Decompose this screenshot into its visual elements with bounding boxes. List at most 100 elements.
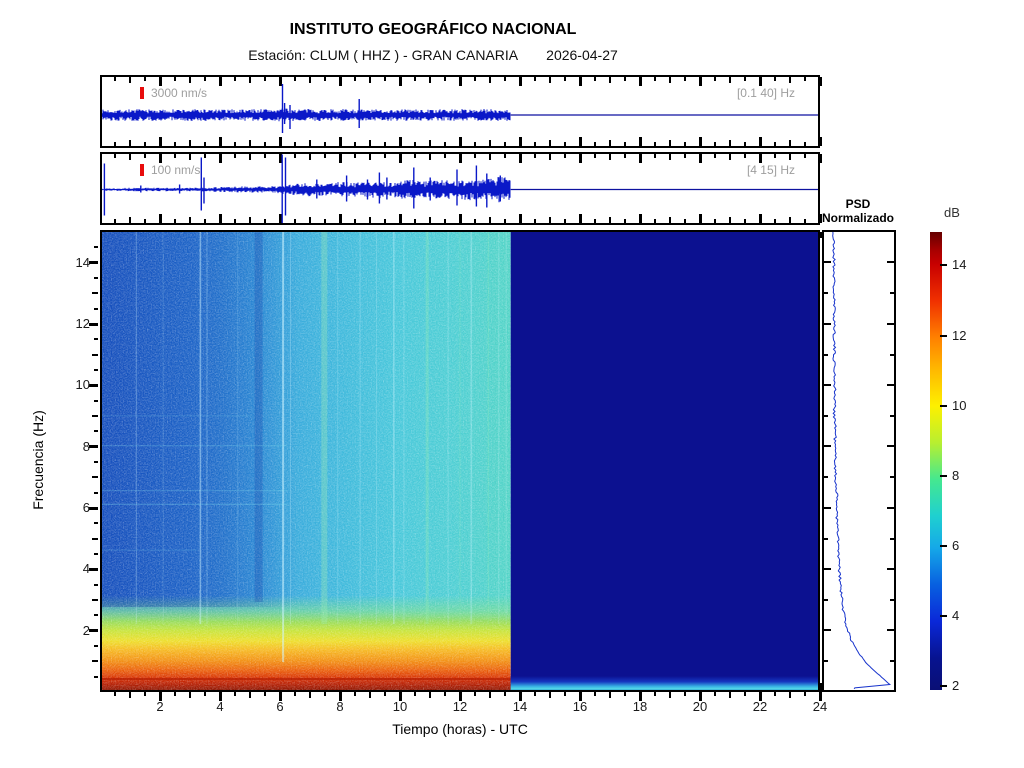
colorbar-tick-label: 12 [952,327,967,343]
axis-tick [744,688,746,696]
axis-tick [940,615,947,618]
axis-tick [189,77,191,83]
axis-tick [94,491,98,494]
filtered-filter-band-label: [4 15] Hz [746,163,795,177]
axis-tick [429,140,431,146]
axis-tick [564,154,566,158]
axis-tick [654,142,656,146]
axis-tick [89,567,98,571]
axis-tick [534,154,536,158]
axis-tick [94,307,98,310]
axis-tick [158,154,162,163]
axis-tick [384,688,386,696]
axis-tick [458,154,462,163]
axis-tick [218,137,222,146]
axis-tick [129,140,131,146]
axis-tick [309,686,311,698]
axis-tick [129,686,131,698]
axis-tick [940,474,947,477]
x-tick-label: 20 [692,699,708,714]
axis-tick [609,154,611,160]
axis-tick [144,219,146,223]
axis-tick [804,142,806,146]
axis-tick [638,137,642,146]
axis-tick [824,629,831,632]
axis-tick [887,261,894,264]
axis-tick [249,77,251,83]
axis-tick [384,219,386,223]
x-tick-label: 6 [276,699,284,714]
axis-tick [684,77,686,81]
axis-tick [158,683,162,701]
axis-tick [890,599,894,601]
axis-tick [458,137,462,146]
axis-tick [414,142,416,146]
axis-tick [890,537,894,540]
station-subtitle: Estación: CLUM ( HHZ ) - GRAN CANARIA 202… [100,47,766,63]
axis-tick [94,399,98,402]
axis-tick [218,214,222,223]
axis-tick [369,77,371,83]
axis-tick [429,686,431,698]
axis-tick [887,629,894,632]
axis-tick [92,292,98,295]
axis-tick [324,142,326,146]
axis-tick [144,142,146,146]
axis-tick [940,685,947,688]
axis-tick [249,140,251,146]
axis-tick [789,217,791,223]
axis-tick [804,219,806,223]
axis-tick [714,688,716,696]
axis-tick [189,140,191,146]
axis-tick [714,154,716,158]
axis-tick [189,154,191,160]
axis-tick [594,688,596,696]
axis-tick [624,142,626,146]
axis-tick [204,77,206,81]
axis-tick [414,219,416,223]
axis-tick [504,688,506,696]
axis-tick [458,77,462,86]
axis-tick [234,688,236,696]
colorbar-tick-label: 4 [952,608,960,624]
axis-tick [824,567,831,570]
axis-tick [824,660,828,663]
axis-tick [158,214,162,223]
axis-tick [638,214,642,223]
axis-tick [824,261,831,264]
axis-tick [474,688,476,696]
axis-tick [504,77,506,81]
axis-tick [309,140,311,146]
axis-tick [609,686,611,698]
axis-tick [714,142,716,146]
axis-tick [624,154,626,158]
axis-tick [564,688,566,696]
axis-tick [234,219,236,223]
axis-tick [654,219,656,223]
axis-tick [624,77,626,81]
axis-tick [594,77,596,81]
axis-tick [744,219,746,223]
axis-tick [429,217,431,223]
axis-tick [398,214,402,223]
broadband-waveform-plot [102,77,818,146]
axis-tick [940,404,947,407]
axis-tick [698,137,702,146]
axis-tick [804,77,806,81]
axis-tick [114,154,116,158]
axis-tick [578,154,582,163]
axis-tick [744,142,746,146]
axis-tick [729,686,731,698]
axis-tick [758,137,762,146]
axis-tick [444,142,446,146]
axis-tick [638,683,642,701]
axis-tick [729,154,731,160]
axis-tick [144,154,146,158]
axis-tick [158,137,162,146]
axis-tick [887,445,894,448]
axis-tick [129,217,131,223]
axis-tick [89,506,98,510]
axis-tick [684,219,686,223]
axis-tick [204,142,206,146]
